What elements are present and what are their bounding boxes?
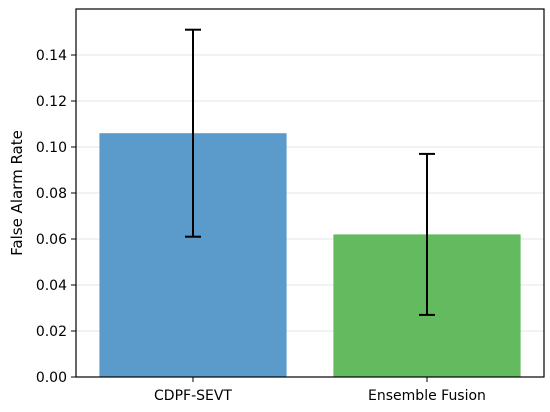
error-bar — [419, 152, 435, 316]
y-tick-label: 0.06 — [36, 232, 67, 248]
error-bar — [185, 28, 201, 238]
y-tick-label: 0.14 — [36, 48, 67, 64]
y-tick-label: 0.04 — [36, 278, 67, 294]
y-axis-label: False Alarm Rate — [8, 130, 26, 256]
x-tick-label: CDPF-SEVT — [154, 388, 232, 404]
y-tick-label: 0.10 — [36, 140, 67, 156]
y-tick-label: 0.02 — [36, 324, 67, 340]
x-axis-ticks: CDPF-SEVT Ensemble Fusion — [154, 377, 486, 404]
y-tick-label: 0.12 — [36, 94, 67, 110]
y-tick-label: 0.00 — [36, 370, 67, 386]
y-tick-label: 0.08 — [36, 186, 67, 202]
bars — [99, 133, 521, 377]
x-tick-label: Ensemble Fusion — [368, 388, 486, 404]
y-axis-ticks: 0.00 0.02 0.04 0.06 0.08 0.10 0.12 0.14 — [36, 48, 76, 386]
error-bars — [185, 28, 435, 316]
